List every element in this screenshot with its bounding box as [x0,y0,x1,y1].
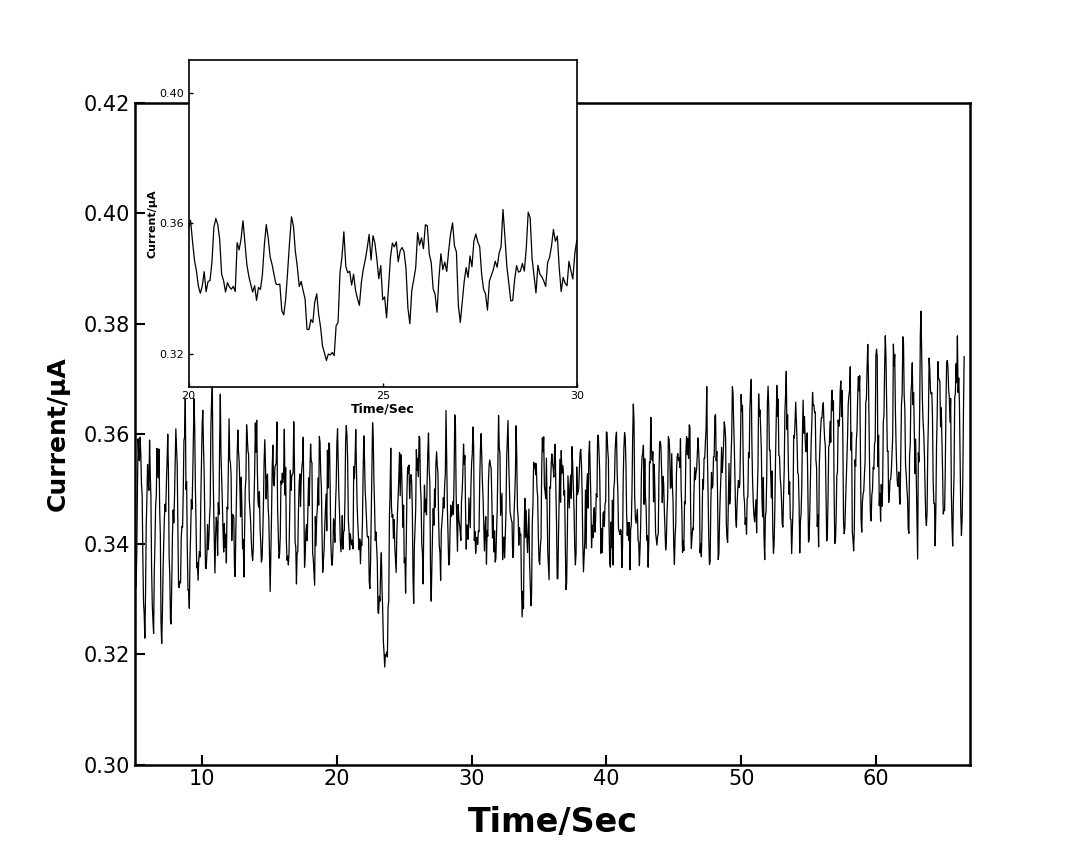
Y-axis label: Current/μA: Current/μA [45,356,69,511]
Y-axis label: Current/μA: Current/μA [148,189,157,258]
X-axis label: Time/Sec: Time/Sec [350,403,415,416]
X-axis label: Time/Sec: Time/Sec [468,806,637,839]
